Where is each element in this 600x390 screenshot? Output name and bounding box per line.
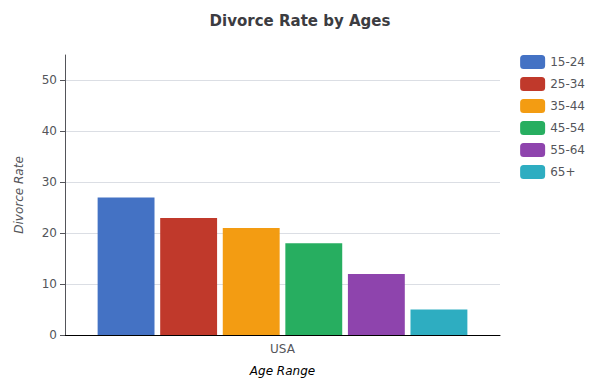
svg-text:USA: USA bbox=[270, 342, 296, 356]
svg-text:65+: 65+ bbox=[550, 165, 575, 179]
svg-text:50: 50 bbox=[42, 73, 57, 87]
svg-text:45-54: 45-54 bbox=[550, 121, 585, 135]
svg-text:Divorce Rate by Ages: Divorce Rate by Ages bbox=[210, 12, 391, 30]
svg-text:20: 20 bbox=[42, 226, 57, 240]
svg-text:10: 10 bbox=[42, 277, 57, 291]
svg-text:40: 40 bbox=[42, 124, 57, 138]
svg-text:15-24: 15-24 bbox=[550, 55, 585, 69]
svg-text:25-34: 25-34 bbox=[550, 77, 585, 91]
svg-text:Divorce Rate: Divorce Rate bbox=[12, 156, 26, 234]
svg-text:30: 30 bbox=[42, 175, 57, 189]
svg-text:Age Range: Age Range bbox=[249, 364, 315, 378]
svg-text:55-64: 55-64 bbox=[550, 143, 585, 157]
svg-text:0: 0 bbox=[49, 328, 57, 342]
svg-text:35-44: 35-44 bbox=[550, 99, 585, 113]
